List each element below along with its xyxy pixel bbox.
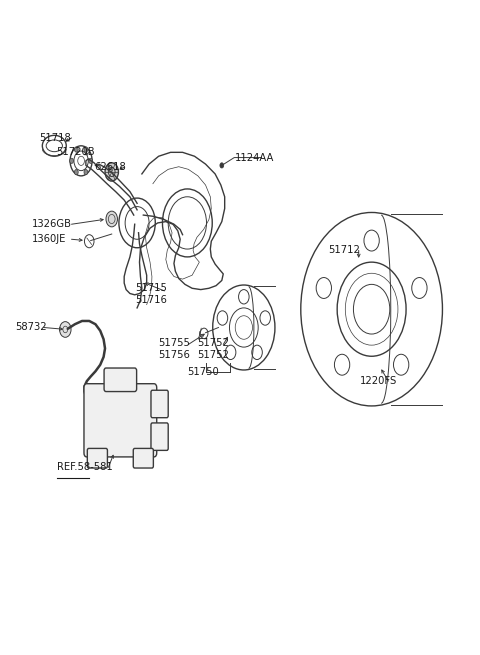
Text: REF.58-581: REF.58-581 xyxy=(57,462,113,472)
FancyBboxPatch shape xyxy=(133,449,154,468)
Circle shape xyxy=(70,159,73,164)
FancyBboxPatch shape xyxy=(87,449,108,468)
Circle shape xyxy=(105,163,119,181)
Text: 1220FS: 1220FS xyxy=(360,376,397,386)
FancyBboxPatch shape xyxy=(151,390,168,418)
Text: 1360JE: 1360JE xyxy=(32,234,66,244)
Circle shape xyxy=(106,211,118,227)
Text: 1326GB: 1326GB xyxy=(32,219,72,229)
Text: 51716: 51716 xyxy=(135,295,167,305)
Circle shape xyxy=(74,147,78,152)
Text: 1124AA: 1124AA xyxy=(235,153,275,162)
Text: 51715: 51715 xyxy=(135,283,167,293)
FancyBboxPatch shape xyxy=(104,368,137,392)
Text: 58732: 58732 xyxy=(15,322,47,333)
Text: 51720B: 51720B xyxy=(56,147,95,157)
Circle shape xyxy=(84,170,88,175)
Text: 51755: 51755 xyxy=(158,338,191,348)
Circle shape xyxy=(89,159,93,164)
FancyBboxPatch shape xyxy=(84,384,157,457)
Circle shape xyxy=(220,163,224,168)
Circle shape xyxy=(74,170,78,175)
Text: 51752: 51752 xyxy=(197,350,229,360)
Text: 51750: 51750 xyxy=(187,367,219,377)
Text: 51712: 51712 xyxy=(328,246,360,255)
Circle shape xyxy=(60,322,71,337)
Text: 51752: 51752 xyxy=(197,338,229,348)
Text: 51756: 51756 xyxy=(158,350,191,360)
FancyBboxPatch shape xyxy=(151,423,168,451)
Text: 51718: 51718 xyxy=(39,133,71,143)
Circle shape xyxy=(84,147,88,152)
Text: 62618: 62618 xyxy=(94,162,126,172)
